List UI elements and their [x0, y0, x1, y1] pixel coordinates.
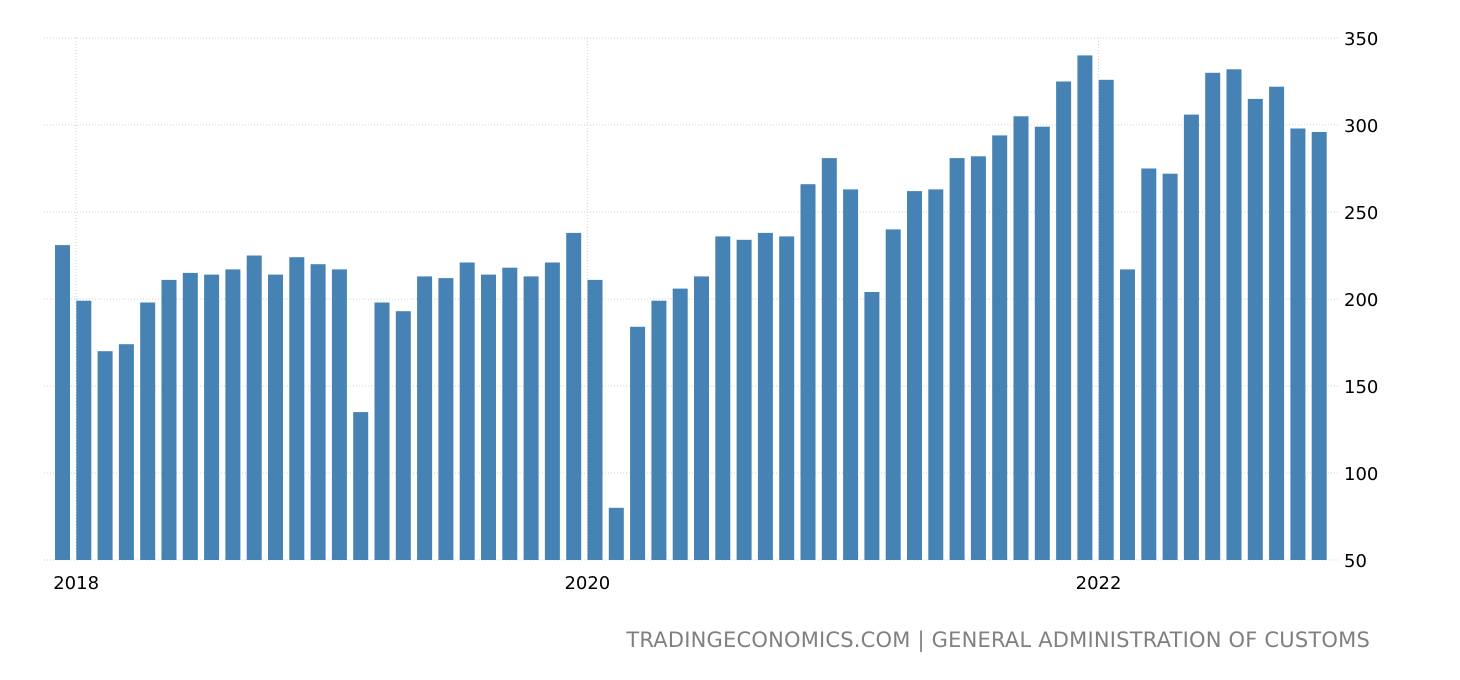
- bar-2022-02: [1120, 269, 1135, 560]
- bar-2021-11: [1056, 81, 1072, 560]
- bar-2022-06: [1205, 72, 1221, 561]
- bar-2021-07: [970, 156, 986, 561]
- y-tick-label: 50: [1344, 551, 1367, 572]
- bar-2019-12: [566, 232, 582, 560]
- bar-2022-01: [1098, 79, 1114, 561]
- bar-2018-01: [76, 300, 92, 560]
- bar-2019-08: [481, 274, 496, 560]
- bar-2018-12: [310, 264, 326, 560]
- y-tick-label: 300: [1344, 116, 1378, 137]
- x-tick-label: 2018: [53, 573, 99, 594]
- bar-2022-07: [1226, 69, 1242, 561]
- bar-2021-12: [1077, 55, 1093, 561]
- bar-2021-03: [885, 229, 901, 560]
- bar-2021-10: [1034, 126, 1050, 560]
- x-axis-ticks: 2018 2020 2022: [53, 573, 1121, 594]
- bar-2021-01: [843, 189, 859, 560]
- bar-2019-04: [395, 311, 411, 560]
- bar-2020-03: [630, 326, 646, 560]
- bar-2019-01: [331, 269, 347, 560]
- bar-2018-02: [97, 351, 113, 560]
- x-tick-label: 2022: [1076, 573, 1122, 594]
- y-tick-label: 350: [1344, 29, 1378, 50]
- bar-2020-05: [672, 288, 688, 560]
- bar-2022-05: [1183, 114, 1199, 560]
- bar-2019-11: [544, 262, 560, 560]
- bar-2019-10: [523, 276, 539, 560]
- bar-2022-03: [1141, 168, 1157, 560]
- bar-2018-11: [289, 257, 305, 560]
- grid-lines: [44, 37, 1338, 561]
- x-tick-label: 2020: [564, 573, 610, 594]
- bar-2019-05: [417, 276, 433, 560]
- bars: [55, 55, 1327, 561]
- y-tick-label: 150: [1344, 377, 1378, 398]
- y-tick-label: 100: [1344, 464, 1378, 485]
- bar-2018-06: [182, 272, 198, 560]
- bar-2017-12: [55, 245, 70, 560]
- bar-2019-06: [438, 278, 454, 560]
- bar-2018-08: [225, 269, 241, 560]
- bar-2022-09: [1269, 86, 1285, 560]
- bar-2020-08: [736, 239, 752, 561]
- bar-2018-05: [161, 279, 177, 560]
- bar-2019-07: [459, 262, 475, 560]
- bar-2020-10: [779, 236, 795, 560]
- bar-2020-01: [587, 279, 603, 560]
- bar-2020-12: [821, 158, 837, 560]
- bar-2021-02: [864, 292, 880, 560]
- y-tick-label: 250: [1344, 203, 1378, 224]
- bar-2021-06: [949, 158, 965, 560]
- bar-2018-09: [246, 255, 262, 560]
- bar-2019-09: [502, 267, 518, 560]
- bar-2020-02: [608, 507, 624, 560]
- bar-2021-09: [1013, 116, 1029, 561]
- bar-2022-08: [1247, 98, 1263, 561]
- bar-2020-07: [715, 236, 731, 560]
- bar-2021-04: [907, 191, 922, 560]
- bar-2019-03: [374, 302, 390, 560]
- bar-2020-06: [694, 276, 709, 560]
- y-tick-label: 200: [1344, 290, 1378, 311]
- source-credit: TRADINGECONOMICS.COM | GENERAL ADMINISTR…: [626, 628, 1370, 652]
- bar-2018-07: [204, 274, 220, 560]
- bar-2018-04: [140, 302, 156, 560]
- bar-2020-04: [651, 300, 667, 560]
- bar-2022-10: [1290, 128, 1306, 560]
- bar-2018-03: [118, 344, 134, 560]
- bar-2019-02: [353, 412, 369, 560]
- bar-2022-04: [1162, 173, 1178, 560]
- bar-2020-11: [800, 184, 816, 560]
- bar-2021-05: [928, 189, 944, 560]
- bar-2020-09: [757, 232, 773, 560]
- y-axis-ticks: 50 100 150 200 250 300 350: [1344, 29, 1378, 572]
- bar-2021-08: [992, 135, 1008, 560]
- bar-2018-10: [268, 274, 283, 560]
- bar-2022-11: [1311, 132, 1327, 560]
